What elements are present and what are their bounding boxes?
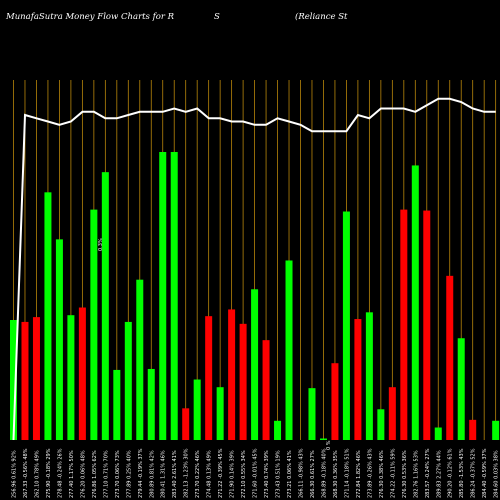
bottom-label: 0 % xyxy=(326,440,332,450)
money-flow-bar xyxy=(365,312,373,440)
x-tick-label: 273.43 0.51% 19% xyxy=(276,450,282,498)
money-flow-bar xyxy=(182,408,190,440)
x-tick-label: 273.21 0.06% 41% xyxy=(287,450,293,498)
x-tick-label: 283.40 2.61% 41% xyxy=(172,450,178,498)
x-tick-label: 284.60 0.03% 38% xyxy=(494,450,500,498)
money-flow-bar xyxy=(411,165,419,440)
money-flow-bar xyxy=(423,210,431,440)
x-tick-label: 273.70 0.06% 73% xyxy=(115,450,121,498)
money-flow-bar xyxy=(377,409,385,440)
x-tick-label: 285.80 -1.53% 43% xyxy=(459,448,465,498)
money-flow-bar xyxy=(388,387,396,440)
money-flow-bar xyxy=(124,321,132,440)
x-tick-label: 274.22 -0.11% 59% xyxy=(390,448,396,498)
money-flow-bar xyxy=(308,388,316,440)
title-left: MunafaSutra Money Flow Charts for R xyxy=(6,12,175,22)
money-flow-bar xyxy=(492,420,500,440)
x-tick-label: 286.24 -0.37% 52% xyxy=(471,448,477,498)
price-line-group xyxy=(12,97,496,441)
x-tick-label: 267.33 -0.56% 48% xyxy=(23,448,29,498)
money-flow-bar xyxy=(159,152,167,440)
money-flow-bar xyxy=(239,323,247,440)
chart-title: MunafaSutra Money Flow Charts for R S (R… xyxy=(0,12,500,26)
money-flow-bar xyxy=(78,307,86,440)
x-tick-label: 277.89 0.25% 40% xyxy=(126,450,132,498)
x-tick-label: 276.30 0.38% 46% xyxy=(379,450,385,498)
money-flow-bar xyxy=(228,309,236,440)
money-flow-bar xyxy=(32,317,40,440)
x-tick-label: 277.10 0.71% 70% xyxy=(103,450,109,498)
money-flow-bar xyxy=(434,427,442,440)
money-flow-bar xyxy=(147,368,155,440)
x-tick-label: 282.13 -1.23% 30% xyxy=(184,448,190,498)
money-flow-bar xyxy=(136,279,144,440)
money-flow-bar xyxy=(457,338,465,440)
money-flow-bar xyxy=(342,211,350,440)
x-tick-label: 289.83 2.27% 44% xyxy=(436,450,442,498)
x-tick-label: 284.40 -0.59% 37% xyxy=(482,448,488,498)
money-flow-bar xyxy=(113,369,121,440)
x-tick-label: 276.20 0.06% 48% xyxy=(80,450,86,498)
money-flow-bar xyxy=(251,289,259,440)
x-tick-label: 271.14 -0.18% 51% xyxy=(344,448,350,498)
money-flow-bar xyxy=(354,319,362,440)
x-tick-label: 273.89 -0.26% 43% xyxy=(367,448,373,498)
money-flow-bar xyxy=(193,379,201,440)
x-tick-label: 274.48 0.13% 49% xyxy=(207,450,213,498)
x-tick-label: 276.86 1.05% 62% xyxy=(92,450,98,498)
money-flow-bar xyxy=(55,239,63,440)
x-tick-label: 283.57 -0.24% 27% xyxy=(425,448,431,498)
price-line xyxy=(12,97,496,441)
x-tick-label: 290.20 -0.12% 61% xyxy=(448,448,454,498)
title-middle: S xyxy=(214,12,220,22)
x-tick-label: 273.40 0.74% 39% xyxy=(264,450,270,498)
money-flow-bar xyxy=(10,320,17,440)
money-flow-bar xyxy=(446,275,454,440)
x-tick-label: 276.30 0.53% 36% xyxy=(402,450,408,498)
bars xyxy=(10,152,500,440)
money-flow-bar xyxy=(469,419,477,440)
x-tick-labels: 256.96 0.61% 92% 267.33 -0.56% 48% 262.10 … xyxy=(12,448,500,498)
money-flow-bar xyxy=(274,420,282,440)
money-flow-bar xyxy=(262,340,270,440)
money-flow-bar xyxy=(319,438,327,440)
x-tick-label: 266.11 -0.98% 43% xyxy=(299,448,305,498)
money-flow-bar xyxy=(170,152,178,440)
money-flow-bar xyxy=(101,172,109,440)
money-flow-bar xyxy=(400,209,408,440)
x-tick-label: 266.30 0.61% 27% xyxy=(310,450,316,498)
x-tick-label: 272.84 1.82% 46% xyxy=(356,450,362,498)
money-flow-bar xyxy=(21,321,29,440)
money-flow-bar xyxy=(331,363,339,440)
money-flow-bar xyxy=(285,260,293,440)
x-tick-label: 280.89 0.81% 42% xyxy=(149,450,155,498)
midline-label: 0.3% xyxy=(98,238,104,251)
x-tick-label: 271.90 0.14% 39% xyxy=(230,450,236,498)
money-flow-bar xyxy=(205,316,213,440)
money-flow-bar xyxy=(67,315,75,440)
x-tick-label: 278.48 -0.24% 26% xyxy=(57,448,63,498)
x-tick-label: 279.44 -0.19% 37% xyxy=(138,448,144,498)
x-tick-label: 272.10 0.55% 34% xyxy=(241,450,247,498)
x-tick-label: 282.76 1.16% 53% xyxy=(413,450,419,498)
x-tick-label: 280.41 1.31% 46% xyxy=(161,450,167,498)
money-flow-bar xyxy=(216,387,224,440)
x-tick-label: 271.22 -0.39% 45% xyxy=(218,448,224,498)
x-tick-label: 275.90 -0.18% 29% xyxy=(46,448,52,498)
x-tick-label: 262.10 0.78% 49% xyxy=(34,450,40,498)
x-tick-label: 277.40 1.17% 50% xyxy=(69,450,75,498)
money-flow-bar xyxy=(90,209,98,440)
money-flow-bar xyxy=(44,192,52,440)
title-right: (Reliance St xyxy=(295,12,348,22)
x-tick-label: 271.60 -0.01% 45% xyxy=(253,448,259,498)
annotations: 0.3% 0 % xyxy=(98,238,332,450)
x-tick-label: 256.96 0.61% 92% xyxy=(12,450,18,498)
x-tick-label: 268.89 -0.18% 40% xyxy=(321,448,327,498)
x-tick-label: 273.70 0.22% 46% xyxy=(195,450,201,498)
x-tick-label: 268.30 0.36% 35% xyxy=(333,450,339,498)
